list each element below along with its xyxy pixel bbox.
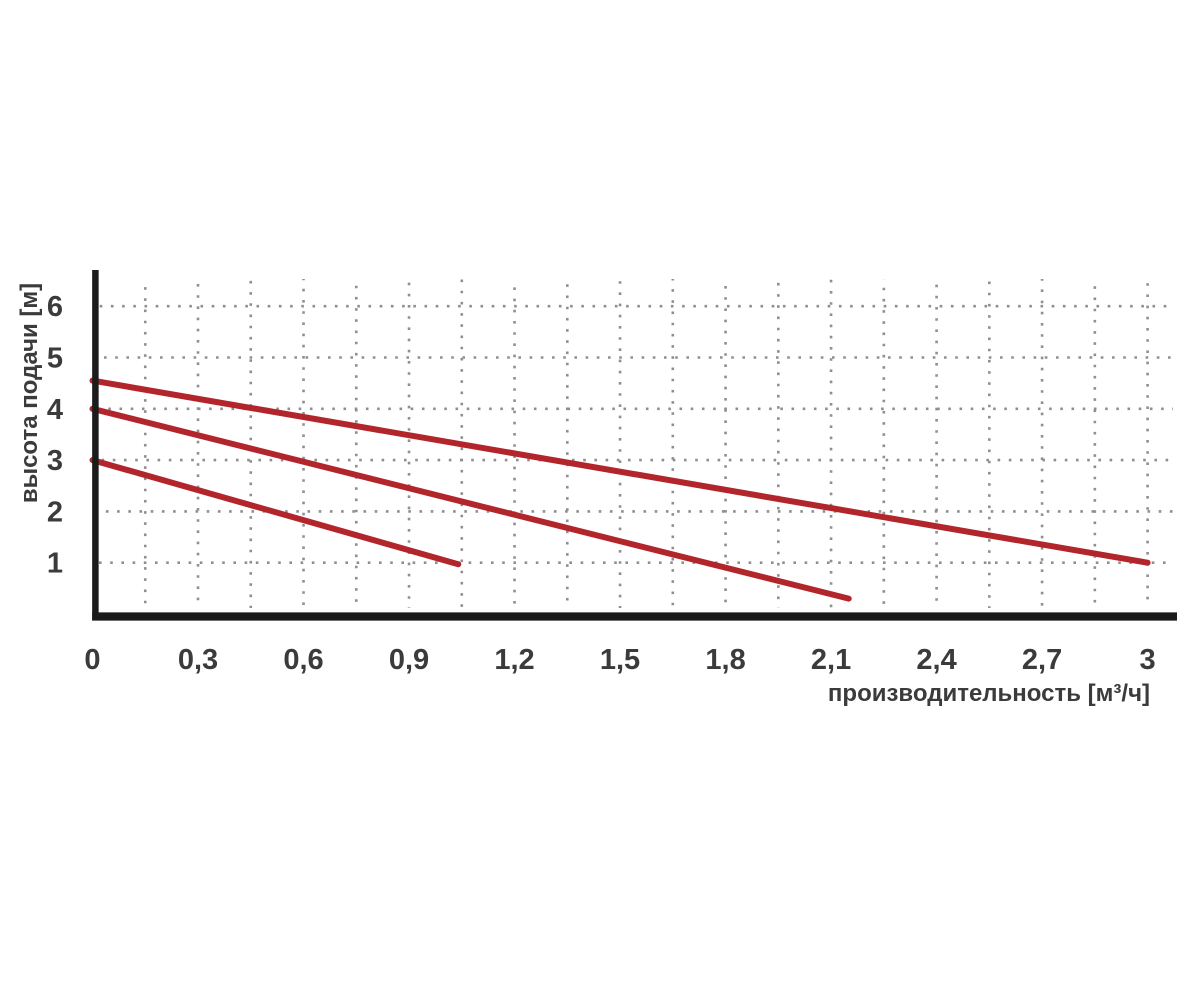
- x-tick-label: 3: [1140, 644, 1156, 676]
- grid-layer: [99, 279, 1173, 608]
- series-layer: [89, 377, 1151, 602]
- pump-curve-mid: [89, 405, 852, 602]
- x-tick-label: 1,2: [494, 644, 534, 676]
- y-tick-label: 4: [47, 394, 63, 426]
- y-tick-label: 1: [47, 548, 63, 580]
- axes-layer: [92, 270, 1177, 621]
- x-tick-label: 2,7: [1022, 644, 1062, 676]
- y-tick-label: 3: [47, 445, 63, 477]
- y-tick-label: 2: [47, 496, 63, 528]
- x-axis-title: производительность [м³/ч]: [828, 680, 1150, 707]
- x-tick-label: 0,9: [389, 644, 429, 676]
- x-tick-label: 0,3: [178, 644, 218, 676]
- x-tick-label: 2,1: [811, 644, 851, 676]
- y-tick-label: 6: [47, 291, 63, 323]
- ticks-layer: 0 0,3 0,6 0,9 1,2 1,5 1,8 2,1 2,4 2,7 3 1 2 3 4 5 6: [47, 291, 1156, 676]
- y-tick-label: 5: [47, 343, 63, 375]
- pump-curve-high: [89, 377, 1151, 566]
- x-tick-label: 0,6: [283, 644, 323, 676]
- x-tick-label: 0: [84, 644, 100, 676]
- x-tick-label: 1,8: [705, 644, 745, 676]
- x-tick-label: 2,4: [916, 644, 956, 676]
- y-axis-title: высота подачи [м]: [16, 283, 43, 503]
- pump-curve-low: [89, 457, 462, 568]
- x-tick-label: 1,5: [600, 644, 640, 676]
